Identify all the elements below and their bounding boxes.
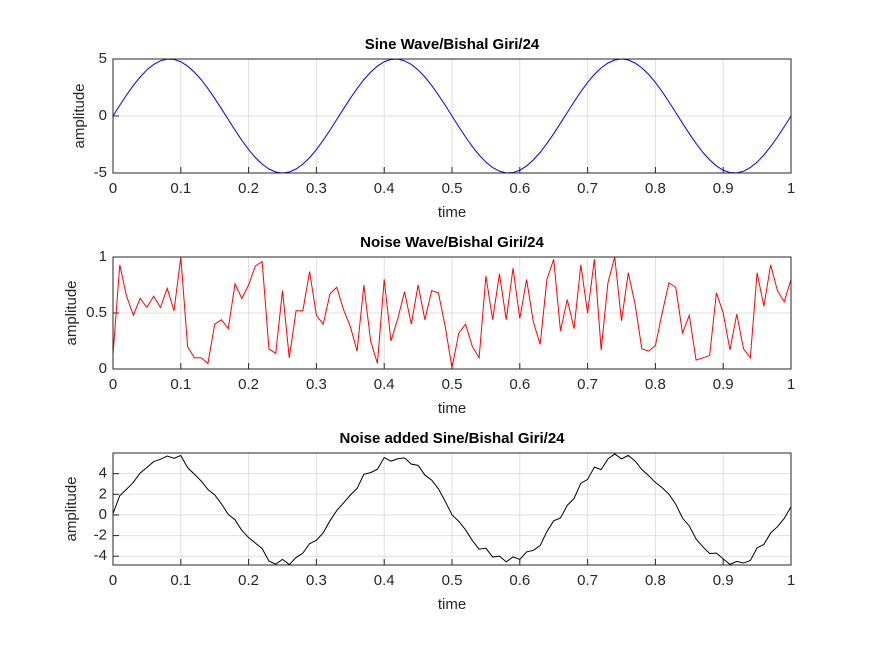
axes-box — [112, 452, 792, 566]
x-tick-label: 0.5 — [442, 376, 463, 393]
y-tick-label: 4 — [99, 465, 107, 482]
x-tick-label: 0.4 — [374, 572, 395, 589]
x-tick-label: 0.5 — [442, 180, 463, 197]
data-layer — [113, 257, 791, 368]
axes-box — [112, 256, 792, 370]
x-tick-label: 0.6 — [509, 180, 530, 197]
x-tick-label: 0 — [109, 180, 117, 197]
x-tick-label: 0.6 — [509, 376, 530, 393]
x-axis-label: time — [438, 596, 466, 613]
x-tick-label: 1 — [787, 180, 795, 197]
x-tick-label: 1 — [787, 572, 795, 589]
x-tick-label: 0.3 — [306, 572, 327, 589]
y-tick-label: 5 — [99, 50, 107, 67]
x-tick-label: 0.8 — [645, 572, 666, 589]
x-tick-label: 0.7 — [577, 180, 598, 197]
x-tick-label: 0.7 — [577, 572, 598, 589]
x-tick-label: 0.1 — [170, 180, 191, 197]
y-tick-label: 1 — [99, 248, 107, 265]
x-tick-label: 0 — [109, 376, 117, 393]
data-line — [113, 257, 791, 368]
chart-title: Sine Wave/Bishal Giri/24 — [365, 36, 540, 53]
x-tick-label: 0.1 — [170, 376, 191, 393]
x-tick-label: 0.2 — [238, 180, 259, 197]
x-tick-label: 0.6 — [509, 572, 530, 589]
y-tick-label: -2 — [94, 527, 107, 544]
x-tick-label: 0.9 — [713, 572, 734, 589]
x-tick-label: 0.2 — [238, 376, 259, 393]
y-axis-label: amplitude — [71, 83, 88, 148]
chart-title: Noise Wave/Bishal Giri/24 — [360, 234, 544, 251]
x-tick-label: 1 — [787, 376, 795, 393]
axes: 0 0.1 0.2 0.3 0.4 0.5 0.6 0.7 0.8 0.9 1 0 0.5 1 Noise … — [63, 234, 795, 417]
x-tick-label: 0.9 — [713, 376, 734, 393]
data-layer — [113, 453, 791, 565]
data-line — [113, 59, 791, 173]
x-tick-label: 0.3 — [306, 180, 327, 197]
x-tick-label: 0.9 — [713, 180, 734, 197]
x-axis-label: time — [438, 400, 466, 417]
x-tick-label: 0.2 — [238, 572, 259, 589]
x-tick-label: 0.8 — [645, 180, 666, 197]
data-line — [113, 453, 791, 565]
x-tick-label: 0.7 — [577, 376, 598, 393]
y-tick-label: 0 — [99, 360, 107, 377]
y-axis-label: amplitude — [63, 476, 80, 541]
y-tick-label: 0 — [99, 107, 107, 124]
x-tick-label: 0.4 — [374, 376, 395, 393]
y-tick-label: 0 — [99, 506, 107, 523]
x-tick-label: 0.8 — [645, 376, 666, 393]
y-tick-label: 2 — [99, 485, 107, 502]
x-tick-label: 0.4 — [374, 180, 395, 197]
axes: 0 0.1 0.2 0.3 0.4 0.5 0.6 0.7 0.8 0.9 1 -4 -2 0 2 4 Nois… — [63, 430, 795, 613]
x-axis-label: time — [438, 204, 466, 221]
axes-box — [112, 58, 792, 174]
x-tick-label: 0 — [109, 572, 117, 589]
y-tick-label: -4 — [94, 547, 107, 564]
y-axis-label: amplitude — [63, 280, 80, 345]
y-tick-label: -5 — [94, 164, 107, 181]
data-layer — [113, 59, 791, 173]
y-tick-label: 0.5 — [86, 304, 107, 321]
x-tick-label: 0.1 — [170, 572, 191, 589]
chart-title: Noise added Sine/Bishal Giri/24 — [339, 430, 565, 447]
x-tick-label: 0.3 — [306, 376, 327, 393]
x-tick-label: 0.5 — [442, 572, 463, 589]
